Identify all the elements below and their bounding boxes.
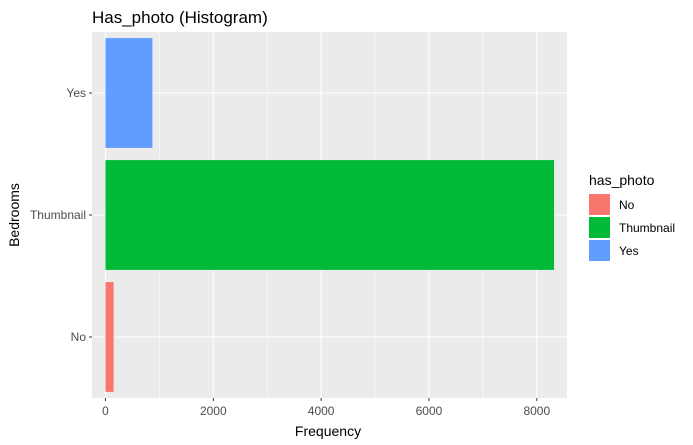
x-tick-label: 4000 (308, 404, 335, 418)
legend-label-no: No (619, 198, 635, 212)
y-axis-title: Bedrooms (6, 183, 22, 247)
legend-key-thumbnail (589, 217, 610, 238)
y-tick-label: No (71, 330, 87, 344)
x-tick-label: 6000 (416, 404, 443, 418)
x-tick-label: 0 (102, 404, 109, 418)
x-axis: 0 2000 4000 6000 8000 (102, 398, 550, 418)
legend-label-yes: Yes (619, 244, 639, 258)
legend-key-no (589, 194, 610, 215)
legend-label-thumbnail: Thumbnail (619, 221, 675, 235)
x-axis-title: Frequency (295, 423, 361, 439)
y-axis: No Thumbnail Yes (30, 86, 92, 344)
x-tick-label: 8000 (523, 404, 550, 418)
y-tick-label: Thumbnail (30, 208, 86, 222)
bar-thumbnail (105, 160, 555, 270)
legend-title: has_photo (589, 172, 655, 188)
legend: has_photo No Thumbnail Yes (589, 172, 675, 261)
bar-yes (105, 38, 153, 148)
legend-key-yes (589, 240, 610, 261)
chart-title: Has_photo (Histogram) (92, 8, 268, 27)
bar-no (105, 282, 114, 392)
bars (105, 38, 555, 392)
y-tick-label: Yes (66, 86, 86, 100)
x-tick-label: 2000 (200, 404, 227, 418)
